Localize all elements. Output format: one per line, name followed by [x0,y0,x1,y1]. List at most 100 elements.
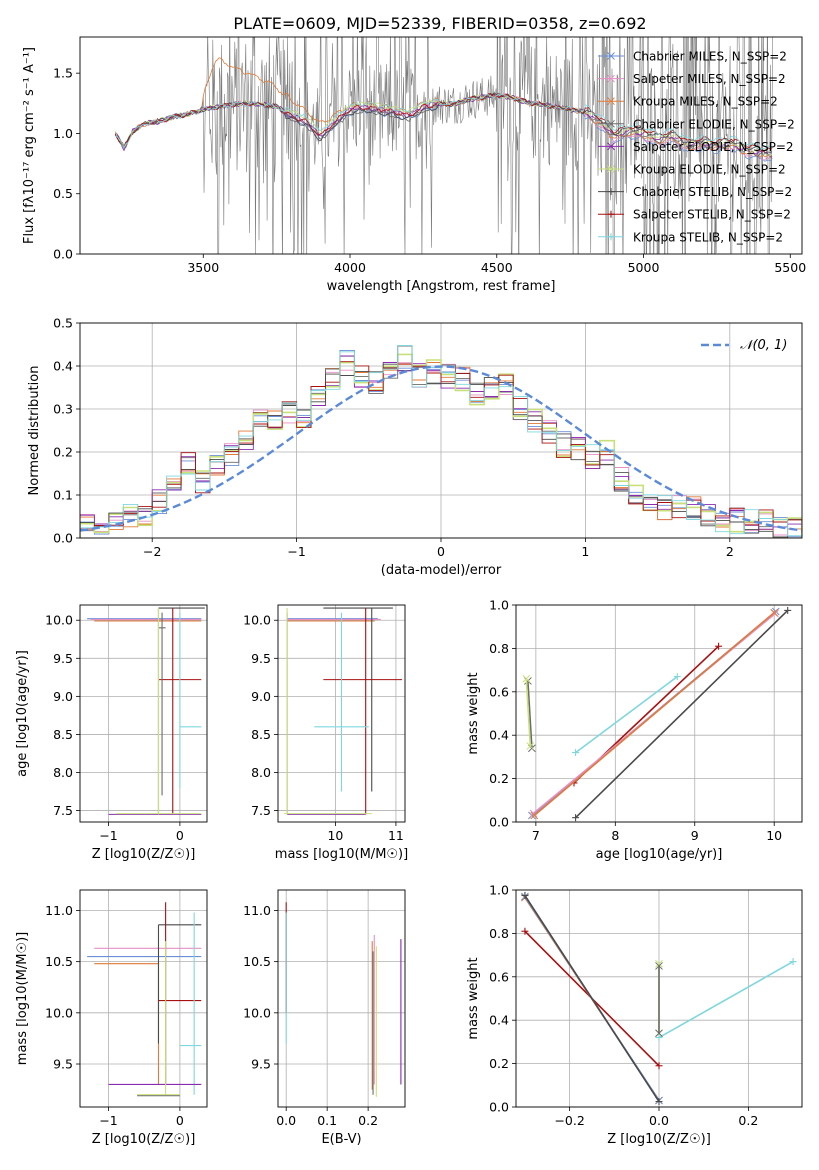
x-tick-label: 10 [766,828,782,843]
x-tick-label: −1 [287,544,305,559]
point-marker [529,809,538,818]
y-tick-label: 0.0 [53,531,73,546]
axes-frame [79,322,803,539]
y-axis-label: Flux [fλ10⁻¹⁷ erg cm⁻² s⁻¹ A⁻¹] [22,47,37,244]
point-marker [607,165,615,173]
errorbar-plot-area [87,902,202,1097]
y-tick-label: 0.0 [489,815,509,830]
x-tick-label: 0.0 [276,1113,296,1128]
x-axis-label: Z [log10(Z/Z☉)] [607,1132,711,1147]
weight-line-kroupa-stelib [658,960,794,1039]
point-marker [770,608,779,617]
x-tick-label: 3500 [187,260,219,275]
y-axis-label: age [log10(age/yr)] [15,650,30,777]
point-marker [655,1029,663,1038]
y-tick-label: 9.0 [53,689,73,704]
y-tick-label: 0.5 [53,186,73,201]
y-tick-label: 9.5 [251,651,271,666]
point-marker [607,119,615,128]
x-tick-label: 8 [611,828,619,843]
x-axis-label: Z [log10(Z/Z☉)] [92,847,196,862]
y-axis-label: mass weight [466,672,481,754]
x-tick-label: −1 [99,1113,117,1128]
weight-line-kroupa-stelib [575,675,678,754]
weight-plot-area [521,891,797,1106]
histogram-plot-area [80,345,802,538]
x-tick-label: 9 [691,828,699,843]
y-tick-label: 0.5 [53,316,73,331]
weight-plot-area [522,606,792,822]
axes-frame [79,604,208,823]
errorbar-plot-area [87,607,205,815]
spectrum-legend: Chabrier MILES, N_SSP=2 Salpeter MILES, N… [598,50,795,244]
y-tick-label: 0.4 [489,728,509,743]
axes-frame [515,604,803,823]
point-marker [607,97,615,106]
z-weight-panel: −0.2 0.0 0.2 0.0 0.2 0.4 0.6 0.8 1.0 Z [log10(Z/Z… [466,883,803,1147]
legend-entry-label: Salpeter ELODIE, N_SSP=2 [633,140,794,154]
point-marker [655,962,663,970]
y-tick-label: 8.5 [53,727,73,742]
x-tick-label: 10 [327,828,343,843]
weight-line-kroupa-elodie [525,678,532,747]
y-tick-label: 10.5 [243,954,271,969]
y-tick-label: 0.6 [489,969,509,984]
x-tick-label: 0.2 [738,1113,758,1128]
y-tick-label: 10.0 [45,613,73,628]
legend-entry-label: Kroupa STELIB, N_SSP=2 [633,230,783,244]
y-axis-label: Normed distribution [27,366,42,496]
y-axis-label: mass weight [466,957,481,1039]
y-tick-label: 0.4 [489,1013,509,1028]
y-tick-label: 0.0 [53,247,73,262]
x-tick-label: 11 [388,828,404,843]
x-axis-label: Z [log10(Z/Z☉)] [92,1132,196,1147]
axes-frame [515,889,803,1108]
y-tick-label: 1.0 [489,883,509,898]
y-tick-label: 7.5 [251,803,271,818]
figure-title: PLATE=0609, MJD=52339, FIBERID=0358, z=0… [233,14,646,33]
x-tick-label: −2 [143,544,161,559]
x-tick-label: 5500 [774,260,806,275]
y-tick-label: 0.2 [489,1056,509,1071]
mass-age-panel: 10 11 7.5 8.0 8.5 9.0 9.5 10.0 mass [log10(M/M☉)… [243,604,408,862]
x-axis-label: mass [log10(M/M☉)] [275,847,408,862]
x-tick-label: 0.2 [358,1113,378,1128]
z-age-panel: −1 0 7.5 8.0 8.5 9.0 9.5 10.0 Z [log10(Z/Z☉)] age… [15,604,208,862]
spectrum-plot-area [114,37,773,254]
y-tick-label: 0.2 [53,445,73,460]
legend-entry-label: Chabrier ELODIE, N_SSP=2 [633,117,795,131]
y-tick-label: 11.0 [45,903,73,918]
y-tick-label: 1.0 [489,598,509,613]
age-weight-panel: 7 8 9 10 0.0 0.2 0.4 0.6 0.8 1.0 age [log10(age/yr… [466,598,803,862]
residuals-panel: −2 −1 0 1 2 0.0 0.1 0.2 0.3 0.4 0.5 (data-model)/er… [27,316,803,578]
ebv-mass-panel: 0.0 0.1 0.2 9.5 10.0 10.5 11.0 E(B-V) [243,889,406,1147]
y-tick-label: 8.5 [251,727,271,742]
legend-entry-label: Kroupa MILES, N_SSP=2 [633,95,778,109]
legend-entry-label: Chabrier MILES, N_SSP=2 [633,50,787,64]
x-tick-label: 0 [176,828,184,843]
y-tick-label: 0.0 [489,1100,509,1115]
x-axis-label: E(B-V) [321,1132,361,1147]
point-marker [655,959,663,968]
y-tick-label: 7.5 [53,803,73,818]
x-tick-label: 0 [176,1113,184,1128]
point-marker [607,142,615,151]
errorbar-plot-area [285,902,402,1097]
y-axis-label: mass [log10(M/M☉)] [15,932,30,1065]
weight-line-chabrier-stelib [575,609,789,819]
legend-entry-label: 𝒩(0, 1) [740,338,787,353]
y-tick-label: 11.0 [243,903,271,918]
residuals-legend: 𝒩(0, 1) [701,338,787,353]
y-tick-label: 0.1 [53,488,73,503]
observed-spectrum-line [114,37,773,254]
y-tick-label: 9.0 [251,689,271,704]
x-tick-label: 0.0 [649,1113,669,1128]
x-tick-label: −0.2 [554,1113,584,1128]
y-tick-label: 10.0 [243,1005,271,1020]
x-tick-label: 4000 [334,260,366,275]
axes-frame [277,604,406,823]
weight-line-chabrier-elodie [527,680,533,749]
y-tick-label: 8.0 [251,765,271,780]
y-tick-label: 0.2 [489,771,509,786]
point-marker [522,674,531,683]
